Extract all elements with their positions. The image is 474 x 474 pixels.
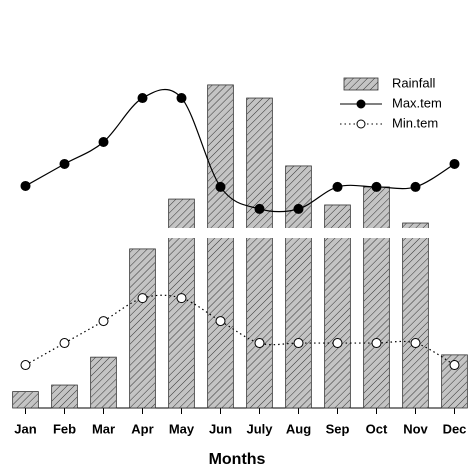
legend-label: Max.tem xyxy=(392,95,442,110)
bar-hatch xyxy=(90,356,117,409)
marker xyxy=(371,181,382,192)
x-tick-label: Mar xyxy=(92,421,115,436)
legend-label: Min.tem xyxy=(392,115,438,130)
marker xyxy=(293,203,304,214)
marker xyxy=(98,136,109,147)
marker xyxy=(449,360,460,371)
legend-marker xyxy=(356,99,366,109)
x-tick-label: Jun xyxy=(209,421,232,436)
marker xyxy=(332,181,343,192)
x-tick-label: Nov xyxy=(403,421,428,436)
marker xyxy=(176,293,187,304)
marker xyxy=(254,203,265,214)
marker xyxy=(332,338,343,349)
marker xyxy=(176,93,187,104)
marker xyxy=(137,293,148,304)
bar-hatch xyxy=(402,222,429,409)
bar-hatch xyxy=(324,204,351,409)
marker xyxy=(215,316,226,327)
marker xyxy=(98,316,109,327)
x-axis-title: Months xyxy=(209,451,266,468)
marker xyxy=(20,360,31,371)
x-tick-label: May xyxy=(169,421,195,436)
line xyxy=(25,294,455,366)
marker xyxy=(293,338,304,349)
x-tick-label: Aug xyxy=(286,421,311,436)
x-tick-label: Apr xyxy=(131,421,153,436)
marker xyxy=(449,158,460,169)
marker xyxy=(371,338,382,349)
marker xyxy=(410,338,421,349)
marker xyxy=(137,93,148,104)
bar-hatch xyxy=(129,248,156,409)
axis-break xyxy=(6,228,474,238)
x-tick-label: Dec xyxy=(443,421,467,436)
marker xyxy=(59,158,70,169)
marker xyxy=(215,181,226,192)
bar-hatch xyxy=(246,97,273,409)
line xyxy=(25,88,455,213)
bar-hatch xyxy=(51,384,78,409)
marker xyxy=(20,180,31,191)
legend-swatch-hatch xyxy=(343,77,379,91)
legend-label: Rainfall xyxy=(392,75,435,90)
bar-hatch xyxy=(363,186,390,409)
x-tick-label: Jan xyxy=(14,421,36,436)
bar-hatch xyxy=(12,391,39,409)
bar-hatch xyxy=(207,84,234,409)
x-tick-label: Sep xyxy=(326,421,350,436)
x-tick-label: Oct xyxy=(366,421,388,436)
bar-hatch xyxy=(285,165,312,409)
x-tick-label: Feb xyxy=(53,421,76,436)
legend-marker xyxy=(356,119,366,129)
marker xyxy=(254,338,265,349)
marker xyxy=(59,338,70,349)
x-tick-label: July xyxy=(246,421,273,436)
marker xyxy=(410,181,421,192)
